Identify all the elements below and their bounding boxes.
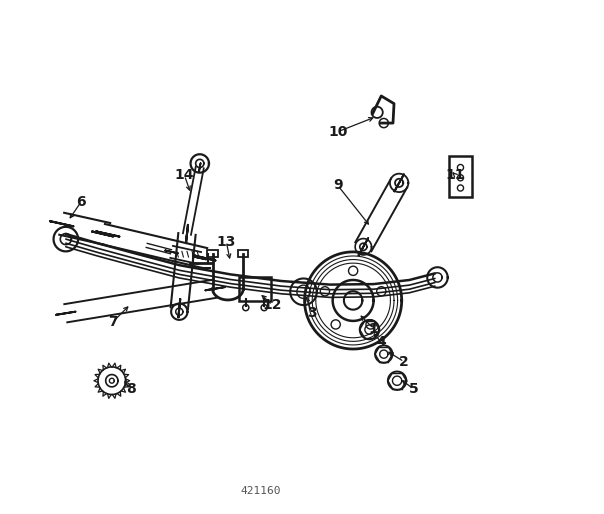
Text: 6: 6 [76,195,86,209]
Text: 5: 5 [408,382,419,396]
Text: 14: 14 [175,168,194,182]
Text: 13: 13 [217,235,236,249]
Text: 1: 1 [368,322,379,336]
Bar [238,250,248,257]
Text: 7: 7 [108,315,118,329]
Text: 3: 3 [307,306,317,320]
Text: 9: 9 [333,178,342,192]
Text: 421160: 421160 [241,486,281,496]
Bar [207,250,217,257]
Text: 12: 12 [263,298,282,312]
Text: 11: 11 [446,168,465,182]
Text: 4: 4 [376,335,386,350]
Text: 2: 2 [399,355,409,369]
Text: 8: 8 [126,382,136,396]
Text: 10: 10 [328,125,347,139]
